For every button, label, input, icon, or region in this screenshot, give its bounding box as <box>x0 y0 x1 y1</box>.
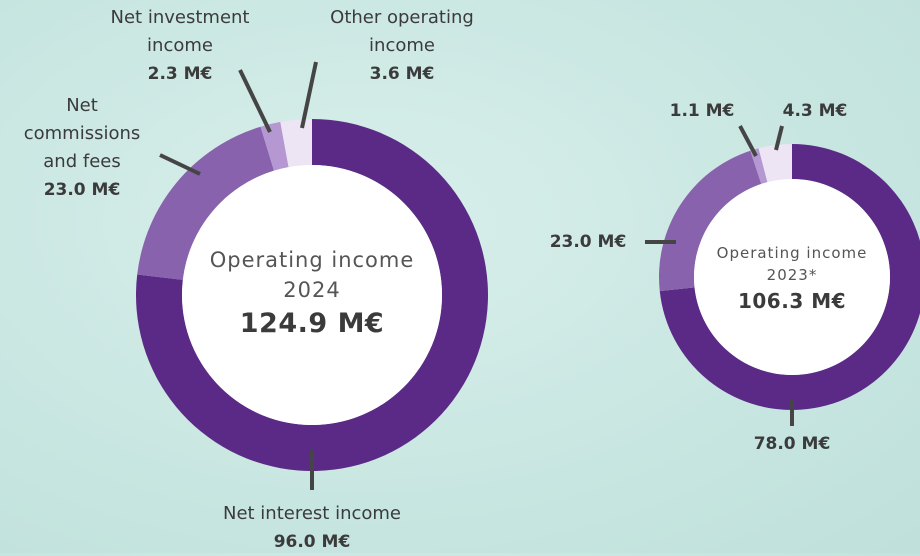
donut-segment <box>260 121 289 171</box>
segment-label: Net interest income 96.0 M€ <box>182 500 442 556</box>
donut-hole <box>694 179 890 375</box>
value-label: 4.3 M€ <box>782 101 848 121</box>
donut-segment <box>659 150 762 292</box>
value-label: 96.0 M€ <box>273 532 351 552</box>
category-name: Other operating income <box>330 7 474 56</box>
leader-line <box>238 69 272 133</box>
center-total: 124.9 M€ <box>239 308 385 339</box>
segment-label: 23.0 M€ <box>528 228 648 256</box>
value-label: 2.3 M€ <box>147 64 213 84</box>
segment-label: Net investment income 2.3 M€ <box>90 4 270 88</box>
center-total: 106.3 M€ <box>737 289 847 313</box>
value-label: 1.1 M€ <box>669 101 735 121</box>
segment-label: 1.1 M€ <box>642 97 762 125</box>
donut-segment <box>280 119 312 168</box>
donut-segment <box>750 148 768 184</box>
donut-segment <box>758 144 792 183</box>
segment-label: Other operating income 3.6 M€ <box>302 4 502 88</box>
donut-segment <box>137 126 274 280</box>
value-label: 78.0 M€ <box>753 434 831 454</box>
category-name: Net investment income <box>110 7 250 56</box>
leader-line <box>159 153 201 176</box>
leader-line <box>300 61 318 129</box>
category-name: Net interest income <box>222 503 402 524</box>
center-label: Operating income 2024 124.9 M€ <box>182 245 442 342</box>
donut-hole <box>182 165 442 425</box>
center-title: Operating income 2023* <box>716 244 868 284</box>
value-label: 23.0 M€ <box>43 180 121 200</box>
leader-line <box>774 125 784 151</box>
value-label: 3.6 M€ <box>369 64 435 84</box>
segment-label: 78.0 M€ <box>732 430 852 458</box>
segment-label: Net commissions and fees 23.0 M€ <box>7 92 157 204</box>
segment-label: 4.3 M€ <box>755 97 875 125</box>
center-title: Operating income 2024 <box>209 248 415 302</box>
category-name: Net commissions and fees <box>23 95 141 172</box>
value-label: 23.0 M€ <box>549 232 627 252</box>
leader-line <box>738 125 758 157</box>
center-label: Operating income 2023* 106.3 M€ <box>694 242 890 316</box>
